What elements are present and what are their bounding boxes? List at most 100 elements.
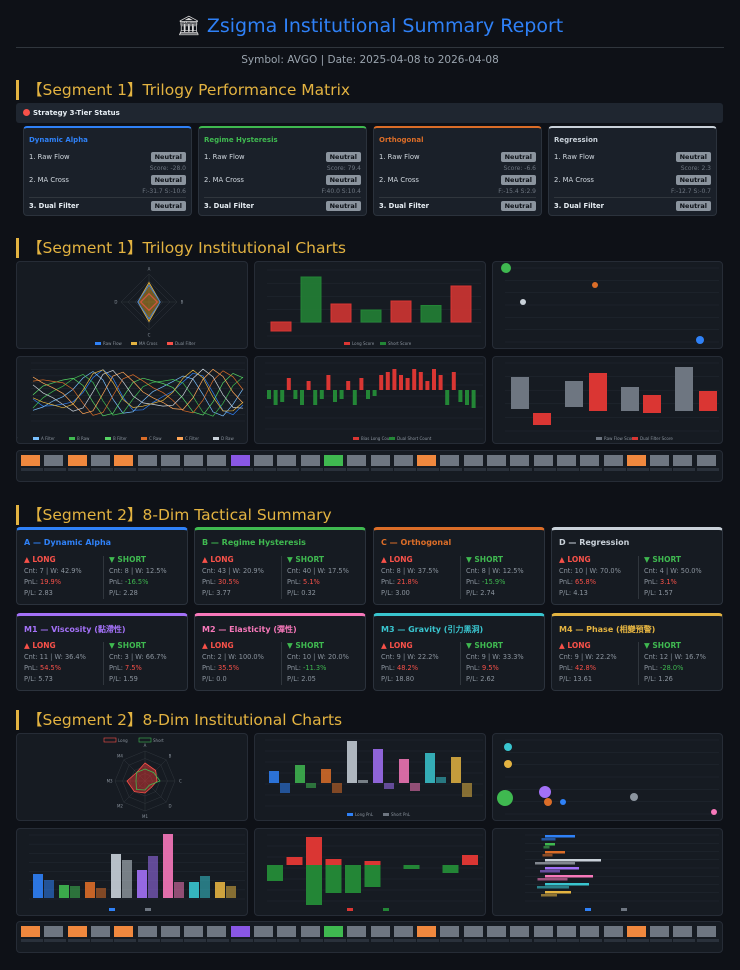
title-divider	[16, 47, 724, 48]
status-badge: Neutral	[675, 175, 711, 185]
trilogy-row: 2. MA Cross Neutral	[29, 175, 186, 186]
trilogy-scatter-chart	[492, 261, 723, 349]
heatmap-label	[580, 468, 603, 471]
dim-profit-factor: P/L: 1.59	[109, 675, 138, 683]
trilogy-card: Regression 1. Raw Flow Neutral Score: 2.3 2.…	[548, 126, 717, 216]
bank-building-icon: 🏛	[176, 15, 201, 37]
trilogy-score: Score: -28.0	[149, 165, 186, 172]
dim-card: B — Regime Hysteresis ▲ LONG Cnt: 43 | W: …	[194, 527, 366, 605]
heatmap-cell	[603, 455, 623, 466]
legend-swatch	[353, 437, 359, 440]
heatmap-cell	[230, 926, 250, 937]
dim-count-winrate: Cnt: 3 | W: 66.7%	[109, 653, 167, 661]
legend-label: B Filter	[113, 436, 127, 441]
pnl-bar-short	[332, 783, 342, 793]
heatmap-cell	[417, 455, 437, 466]
dim-short-side: ▼ SHORT Cnt: 10 | W: 20.0% PnL: -11.3% P/L:…	[287, 641, 367, 683]
trilogy-row: 2. MA Cross Neutral	[204, 175, 361, 186]
heatmap-cell	[160, 926, 180, 937]
heatmap-label	[440, 939, 463, 942]
legend-label: Dual Short Count	[397, 436, 432, 441]
triangle-down-icon: ▼	[466, 555, 475, 564]
dim-pnl: PnL: 7.5%	[109, 664, 189, 672]
heatmap-cell	[370, 455, 390, 466]
triangle-down-icon: ▼	[644, 555, 653, 564]
segment1-charts-title: 【Segment 1】Trilogy Institutional Charts	[16, 238, 346, 258]
pnl-bar-short	[410, 783, 420, 791]
count-bar	[445, 390, 450, 405]
trilogy-card: Regime Hysteresis 1. Raw Flow Neutral Score…	[198, 126, 367, 216]
dim-pnl: PnL: 3.1%	[644, 578, 724, 586]
radar-axis-label: B	[181, 300, 184, 305]
heatmap-cell	[184, 455, 204, 466]
legend-label: Dual Filter Score	[640, 436, 673, 441]
legend-label: B Raw	[77, 436, 90, 441]
count-bar-short	[96, 888, 106, 898]
trilogy-score: F:-12.7 S:-0.7	[671, 188, 711, 195]
dim-pnl-value: 54.5%	[40, 664, 61, 672]
dim-count-winrate: Cnt: 9 | W: 33.3%	[466, 653, 524, 661]
hbar-short	[542, 854, 553, 857]
pnl-bar-long	[295, 765, 305, 783]
heatmap-label	[440, 468, 463, 471]
legend-swatch	[167, 342, 173, 345]
dim-pnl-value: 30.5%	[218, 578, 239, 586]
heatmap-cell	[393, 455, 413, 466]
scatter-point	[501, 263, 511, 273]
scatter-point	[630, 793, 638, 801]
count-bar	[313, 390, 318, 405]
dim-pnl-value: 9.5%	[482, 664, 499, 672]
radar-axis-label: A	[148, 266, 151, 271]
triangle-up-icon: ▲	[559, 641, 568, 650]
dim-long-label: ▲ LONG	[559, 641, 639, 650]
dim-side-label-text: LONG	[32, 555, 56, 564]
heatmap-cell	[696, 926, 716, 937]
heatmap-label	[510, 468, 533, 471]
count-bar-long	[163, 834, 173, 898]
legend-label: C Raw	[149, 436, 162, 441]
heatmap-cell	[533, 926, 553, 937]
count-bar	[372, 390, 377, 396]
legend-swatch	[33, 437, 39, 440]
triangle-up-icon: ▲	[381, 555, 390, 564]
dim-profit-factor: P/L: 2.28	[109, 589, 138, 597]
dim-card-name: M3 — Gravity (引力黑洞)	[381, 625, 484, 634]
dim-count-winrate: Cnt: 10 | W: 20.0%	[287, 653, 349, 661]
heatmap-cell	[90, 455, 110, 466]
heatmap-cell	[533, 455, 553, 466]
heatmap-label	[370, 468, 393, 471]
trilogy-row: 3. Dual Filter Neutral	[554, 201, 711, 212]
legend-swatch	[95, 342, 101, 345]
dim-long-side: ▲ LONG Cnt: 9 | W: 22.2% PnL: 42.8% P/L: 13…	[559, 641, 639, 683]
trilogy-divider	[204, 197, 361, 198]
dim-pnl-label: PnL:	[109, 578, 126, 586]
count-bar-long	[215, 882, 225, 898]
strategy-status-bar: Strategy 3-Tier Status	[16, 103, 723, 123]
dim-pnl-value: 5.1%	[303, 578, 320, 586]
hbar-long	[545, 883, 589, 886]
count-bar-long	[189, 882, 199, 898]
radar-series	[140, 293, 158, 311]
hbar-long	[545, 867, 579, 870]
dim-pnl: PnL: 48.2%	[381, 664, 461, 672]
triangle-up-icon: ▲	[24, 641, 33, 650]
hbar-long	[545, 859, 601, 862]
dim-side-label-text: SHORT	[295, 641, 324, 650]
dim-card-name: M4 — Phase (相變預警)	[559, 625, 656, 634]
status-badge: Neutral	[675, 201, 711, 211]
heatmap-label	[603, 468, 626, 471]
net-bar-down	[364, 865, 381, 887]
dim-side-label-text: SHORT	[652, 641, 681, 650]
dim-pnl-label: PnL:	[202, 578, 219, 586]
radar-axis-label: D	[168, 804, 171, 809]
dim-pnl: PnL: -11.3%	[287, 664, 367, 672]
status-badge: Neutral	[325, 175, 361, 185]
dim-horizontal-bar-chart	[492, 828, 723, 916]
pnl-bar-short	[462, 783, 472, 797]
trilogy-row-label: 2. MA Cross	[379, 176, 419, 184]
dim-pnl-label: PnL:	[24, 664, 41, 672]
dim-side-label-text: LONG	[567, 555, 591, 564]
legend-label: MA Cross	[139, 341, 157, 346]
radar-axis-label: A	[144, 743, 147, 748]
heatmap-label	[230, 468, 253, 471]
